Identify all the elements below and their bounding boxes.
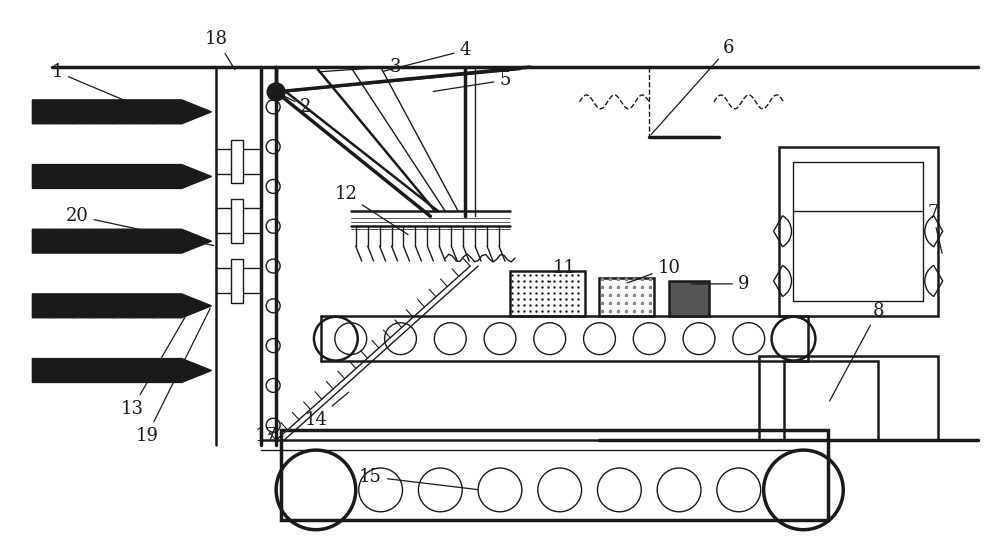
Text: 6: 6: [651, 39, 735, 135]
Polygon shape: [32, 359, 211, 382]
Bar: [510, 271, 585, 316]
Bar: [599, 278, 654, 316]
Text: 19: 19: [135, 308, 210, 445]
Polygon shape: [32, 229, 211, 253]
Text: 17: 17: [255, 427, 278, 445]
Text: 10: 10: [627, 259, 681, 283]
Bar: [231, 259, 243, 303]
Bar: [216, 149, 261, 174]
Text: 5: 5: [433, 71, 511, 92]
Polygon shape: [32, 164, 211, 188]
Bar: [793, 162, 923, 301]
Text: 3: 3: [319, 57, 401, 75]
Text: 14: 14: [305, 392, 349, 429]
Bar: [759, 355, 938, 440]
Text: 13: 13: [120, 308, 190, 418]
Text: 2: 2: [279, 93, 312, 116]
Bar: [779, 147, 938, 316]
Polygon shape: [32, 100, 211, 124]
Text: 1: 1: [52, 63, 149, 111]
Bar: [281, 430, 828, 520]
Text: 20: 20: [66, 207, 214, 246]
Bar: [216, 268, 261, 293]
Bar: [216, 209, 261, 233]
Circle shape: [267, 83, 285, 101]
Text: 4: 4: [383, 41, 471, 72]
Text: 8: 8: [830, 302, 884, 401]
Bar: [669, 281, 709, 316]
Text: 9: 9: [692, 275, 750, 293]
Polygon shape: [32, 294, 211, 318]
Bar: [784, 360, 878, 440]
Text: 7: 7: [927, 204, 942, 253]
Text: 15: 15: [359, 468, 477, 490]
Bar: [231, 199, 243, 243]
Text: 11: 11: [550, 259, 576, 282]
Text: 12: 12: [334, 185, 408, 235]
Bar: [231, 140, 243, 183]
Text: 18: 18: [205, 31, 235, 70]
